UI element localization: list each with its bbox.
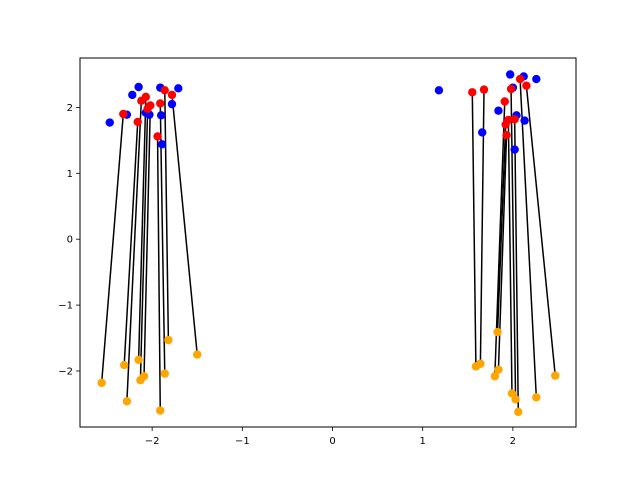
red-point-11 <box>479 85 489 94</box>
red-point-6 <box>153 132 162 141</box>
x-axis: −2 −1 0 1 2 <box>145 427 516 447</box>
blue-point-14 <box>505 70 515 79</box>
connector-line-3 <box>137 96 147 360</box>
orange-point-19 <box>551 371 560 380</box>
blue-point-13 <box>494 106 503 115</box>
connector-line-16 <box>510 88 517 400</box>
red-point-18 <box>515 74 525 84</box>
red-point-14 <box>502 130 511 140</box>
red-point-19 <box>522 81 531 90</box>
orange-point-18 <box>532 393 541 402</box>
orange-point-0 <box>97 378 106 388</box>
blue-point-11 <box>434 86 444 95</box>
orange-point-16 <box>511 395 520 404</box>
red-point-5 <box>146 101 155 110</box>
connector-line-4 <box>139 108 149 381</box>
red-point-0 <box>119 109 128 119</box>
connector-line-10 <box>471 92 477 367</box>
orange-point-6 <box>156 406 165 415</box>
x-tick-label: −1 <box>235 436 250 447</box>
blue-point-10 <box>174 84 183 93</box>
orange-point-11 <box>476 359 485 368</box>
connector-line-17 <box>513 119 520 412</box>
connector-line-6 <box>156 136 162 411</box>
red-point-7 <box>156 99 165 108</box>
red-point-17 <box>510 115 519 124</box>
connector-line-19 <box>525 85 557 376</box>
orange-point-17 <box>514 407 523 417</box>
blue-point-18 <box>520 116 529 125</box>
blue-point-12 <box>478 128 487 137</box>
orange-point-8 <box>164 335 173 345</box>
y-tick-label: 0 <box>67 235 73 246</box>
x-tick-label: 1 <box>420 436 426 447</box>
connector-line-13 <box>496 124 507 333</box>
blue-point-8 <box>157 140 167 149</box>
red-point-1 <box>133 117 142 127</box>
orange-point-14 <box>494 365 503 374</box>
scatter-points <box>97 70 560 417</box>
orange-point-5 <box>139 372 149 381</box>
connector-line-8 <box>164 90 170 341</box>
y-axis: −2 −1 0 1 2 <box>58 103 80 377</box>
x-tick-label: 0 <box>329 436 335 447</box>
red-point-10 <box>468 88 477 97</box>
connector-line-9 <box>171 94 198 355</box>
orange-point-7 <box>160 369 169 378</box>
connector-line-2 <box>126 100 143 402</box>
red-point-9 <box>167 90 177 100</box>
connector-line-5 <box>143 105 152 377</box>
orange-point-13 <box>493 327 502 337</box>
x-tick-label: −2 <box>145 436 160 447</box>
connector-line-18 <box>519 79 538 398</box>
axes-frame <box>79 57 577 428</box>
connector-line-7 <box>159 103 166 374</box>
orange-point-12 <box>490 372 500 381</box>
x-tick-label: 2 <box>510 436 516 447</box>
y-tick-label: −2 <box>58 366 73 377</box>
blue-point-3 <box>134 82 143 92</box>
blue-point-2 <box>128 90 137 100</box>
red-point-12 <box>500 97 509 106</box>
blue-point-0 <box>105 118 114 127</box>
red-point-3 <box>141 92 151 102</box>
orange-point-1 <box>119 360 129 370</box>
blue-point-9 <box>167 99 177 109</box>
y-tick-label: −1 <box>58 301 73 312</box>
y-tick-label: 1 <box>67 169 73 180</box>
connector-line-15 <box>507 119 513 394</box>
connector-line-0 <box>100 113 125 383</box>
orange-point-2 <box>122 397 132 406</box>
red-point-15 <box>504 115 513 125</box>
orange-point-3 <box>134 355 143 364</box>
y-tick-label: 2 <box>67 103 73 114</box>
blue-point-20 <box>532 74 541 84</box>
blue-point-7 <box>156 111 166 120</box>
red-point-8 <box>160 86 169 95</box>
orange-point-9 <box>193 350 202 359</box>
red-point-16 <box>506 84 516 94</box>
connector-line-1 <box>123 121 139 366</box>
blue-point-16 <box>510 145 519 154</box>
